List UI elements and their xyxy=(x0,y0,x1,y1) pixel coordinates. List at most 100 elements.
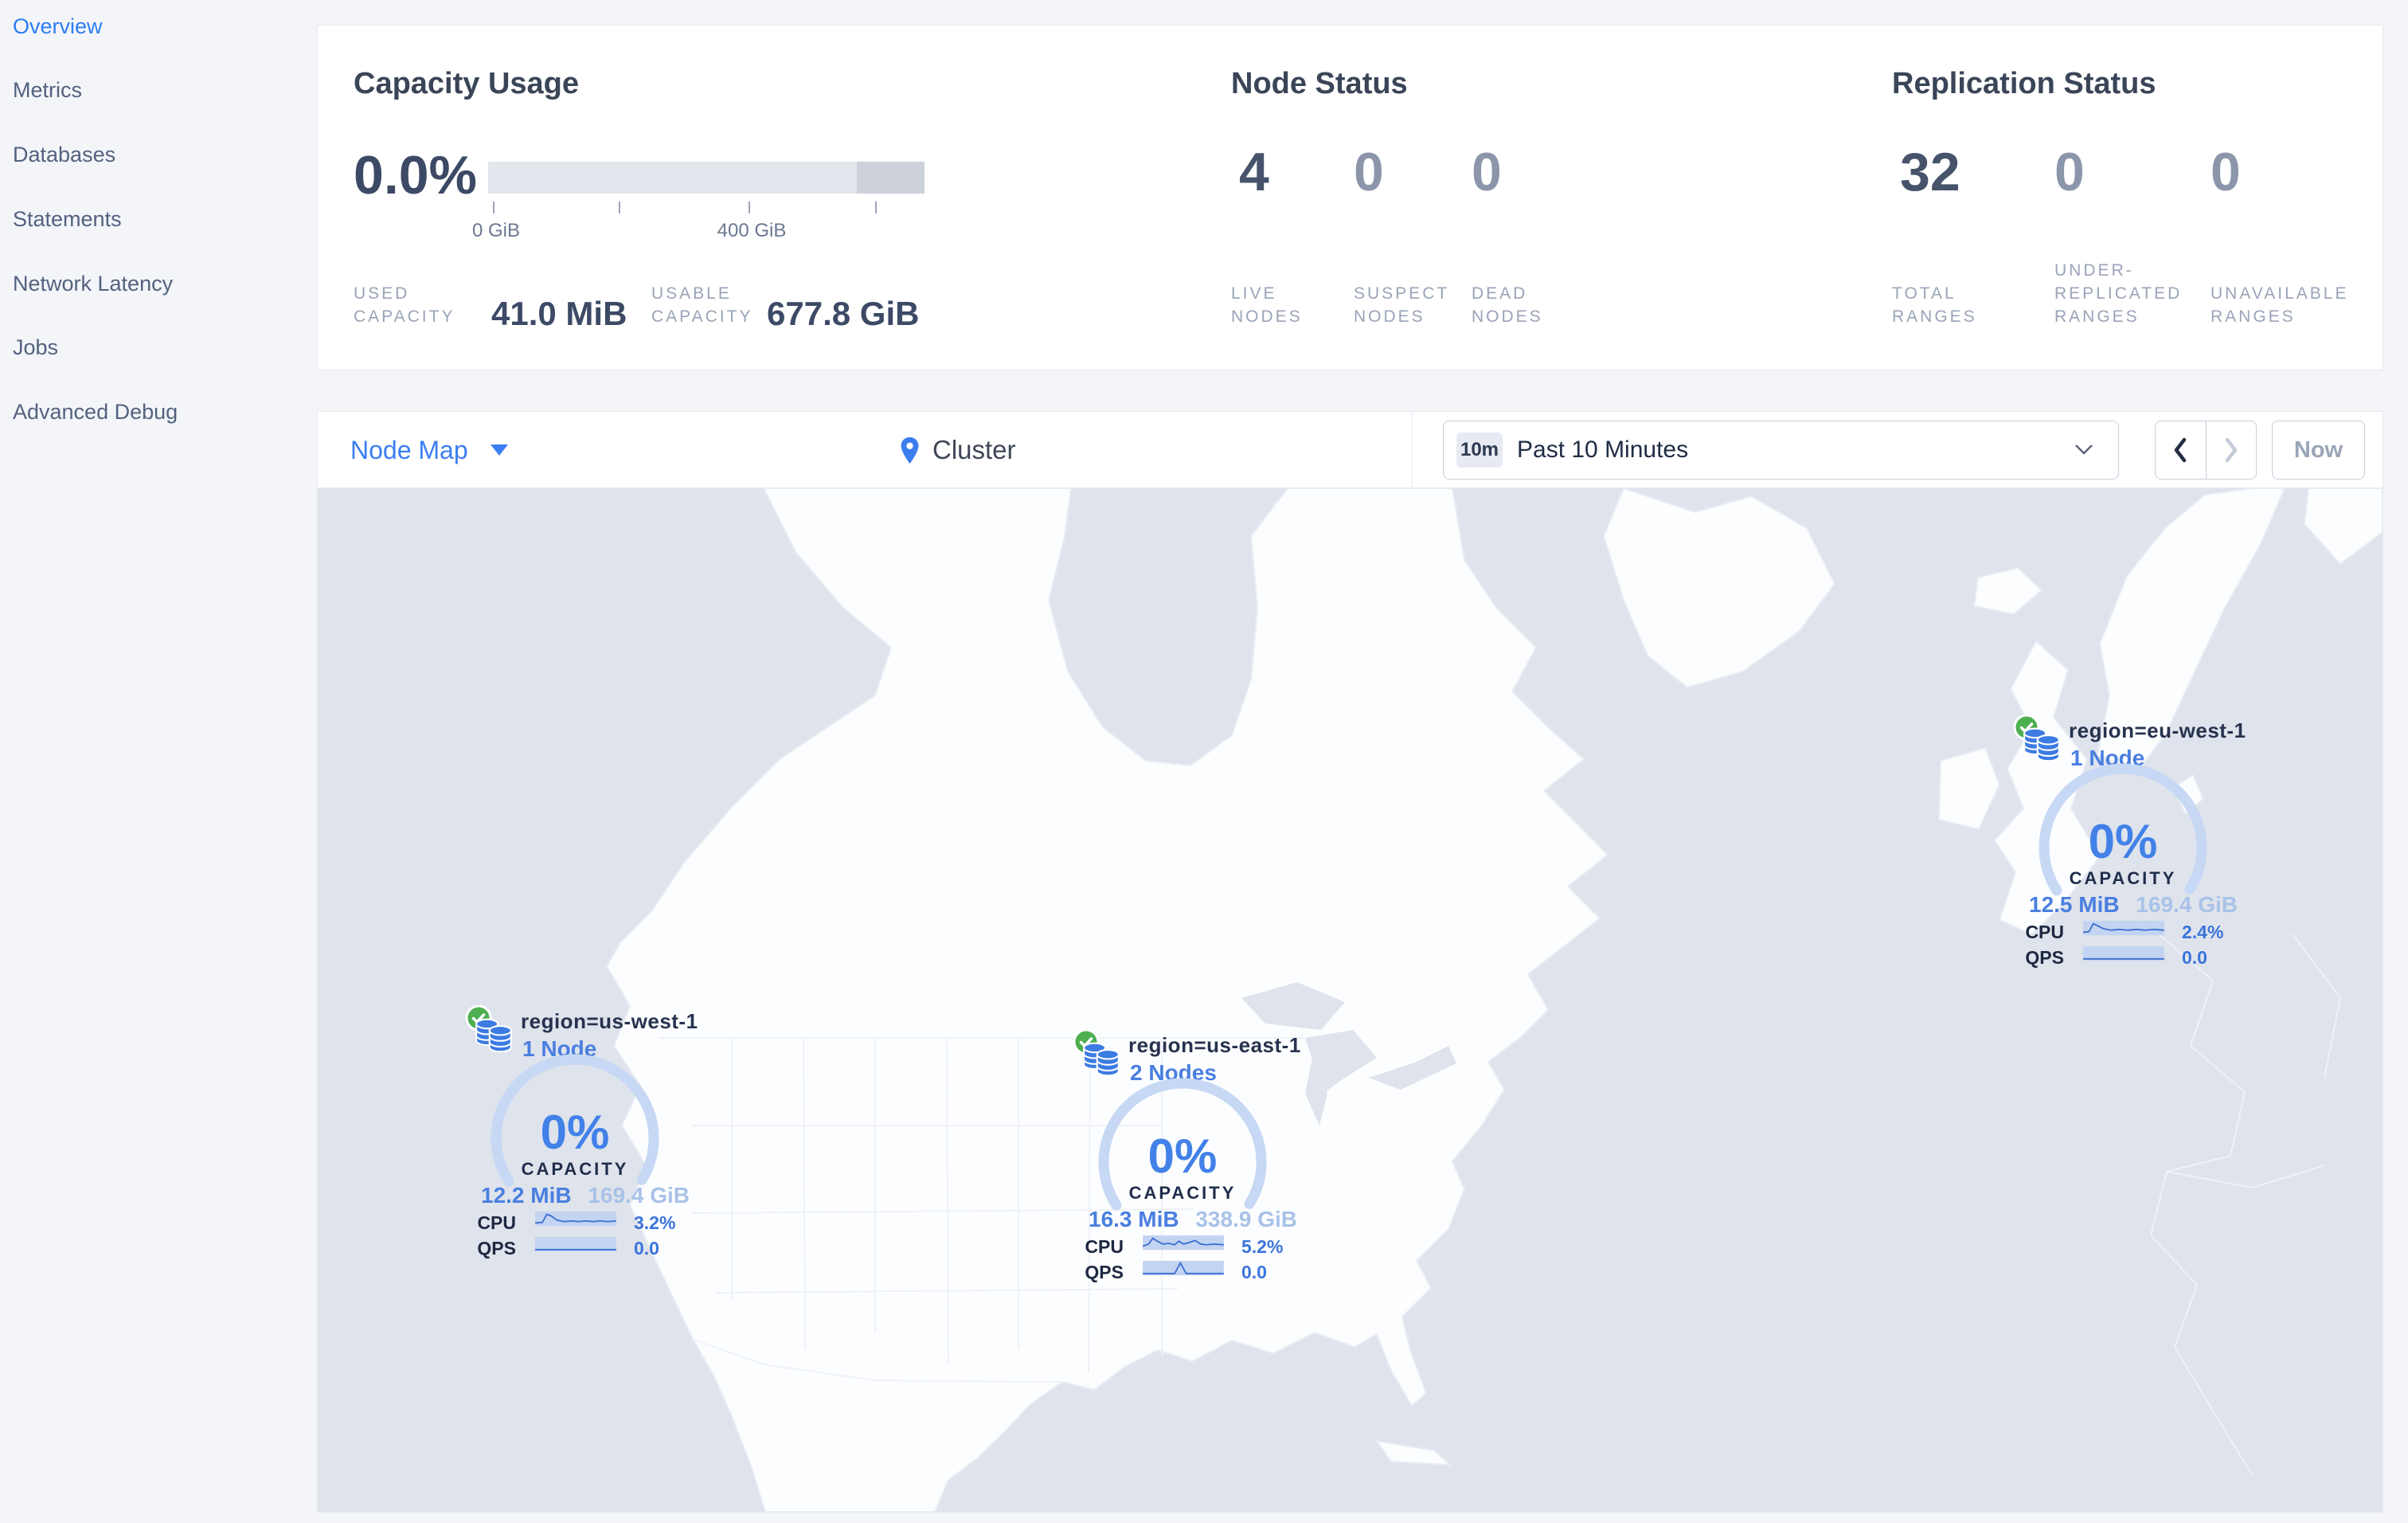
map-toolbar: Node Map Cluster 10m Past 10 Minutes xyxy=(318,412,2383,488)
sidebar-item-jobs[interactable]: Jobs xyxy=(13,335,59,359)
region-marker-eu-west-1: region=eu-west-1 1 Node 0% CAPACITY 12.5… xyxy=(2013,712,2246,980)
usable-capacity-value: 677.8 GiB xyxy=(767,295,920,332)
qps-value: 0.0 xyxy=(634,1238,659,1259)
total-ranges-count: 32 xyxy=(1900,142,1960,202)
database-stack-icon xyxy=(1083,1042,1120,1077)
cpu-sparkline xyxy=(2082,920,2164,936)
region-name: region=us-west-1 xyxy=(521,1009,698,1033)
used-value: 12.2 MiB xyxy=(481,1183,572,1208)
chevron-left-icon xyxy=(2175,437,2187,463)
cpu-label: CPU xyxy=(2025,922,2064,942)
usable-value: 169.4 GiB xyxy=(588,1183,690,1208)
qps-value: 0.0 xyxy=(1241,1262,1267,1282)
capacity-gauge xyxy=(1098,1078,1267,1247)
cluster-summary-panel: Capacity Usage 0.0% 0 GiB 400 GiB USED C… xyxy=(317,25,2383,370)
capacity-percent: 0% xyxy=(1147,1130,1218,1183)
region-marker-us-west-1: region=us-west-1 1 Node 0% CAPACITY 12.2… xyxy=(465,1003,698,1270)
sidebar-item-network-latency[interactable]: Network Latency xyxy=(13,272,174,296)
dead-nodes-label: DEAD NODES xyxy=(1472,284,1543,326)
time-back-button[interactable] xyxy=(2156,421,2206,479)
database-stack-icon xyxy=(475,1018,512,1053)
dead-nodes-count: 0 xyxy=(1472,142,1502,202)
time-range-select[interactable]: 10m Past 10 Minutes xyxy=(1443,421,2119,480)
cpu-label: CPU xyxy=(1085,1236,1124,1257)
under-replicated-ranges-count: 0 xyxy=(2054,142,2085,202)
used-value: 16.3 MiB xyxy=(1089,1207,1179,1231)
usable-value: 338.9 GiB xyxy=(1195,1207,1297,1231)
cpu-value: 3.2% xyxy=(634,1212,676,1233)
capacity-used-percent: 0.0% xyxy=(354,145,477,206)
capacity-gauge xyxy=(491,1054,659,1223)
sidebar-item-metrics[interactable]: Metrics xyxy=(13,78,82,102)
qps-sparkline xyxy=(2083,946,2164,961)
map-pin-icon xyxy=(901,437,919,464)
capacity-tick xyxy=(749,202,750,213)
capacity-percent: 0% xyxy=(2088,815,2158,868)
live-nodes-count: 4 xyxy=(1239,142,1269,202)
capacity-tick xyxy=(875,202,877,213)
suspect-nodes-label: SUSPECT NODES xyxy=(1354,284,1449,326)
node-map-panel: Node Map Cluster 10m Past 10 Minutes xyxy=(317,411,2383,1513)
total-ranges-label: TOTAL RANGES xyxy=(1892,284,1977,326)
cpu-value: 2.4% xyxy=(2182,922,2224,942)
toolbar-divider xyxy=(1412,412,1413,488)
usable-value: 169.4 GiB xyxy=(2136,892,2238,917)
live-nodes-label: LIVE NODES xyxy=(1231,284,1303,326)
time-range-badge: 10m xyxy=(1456,433,1503,468)
qps-value: 0.0 xyxy=(2182,947,2207,968)
used-capacity-value: 41.0 MiB xyxy=(491,295,627,332)
caret-down-icon xyxy=(490,444,508,456)
cpu-sparkline xyxy=(535,1211,616,1227)
under-replicated-ranges-label: UNDER-REPLICATED RANGES xyxy=(2054,261,2183,326)
view-mode-label: Node Map xyxy=(350,435,468,464)
breadcrumb-cluster-label: Cluster xyxy=(932,435,1016,464)
chevron-down-icon xyxy=(2075,444,2093,455)
sidebar: Overview Metrics Databases Statements Ne… xyxy=(0,0,317,1523)
cpu-value: 5.2% xyxy=(1241,1236,1284,1257)
replication-status-title: Replication Status xyxy=(1892,67,2156,100)
region-marker-us-east-1: region=us-east-1 2 Nodes 0% CAPACITY 16.… xyxy=(1073,1027,1304,1294)
view-mode-dropdown[interactable]: Node Map xyxy=(350,412,508,488)
world-map-graphic xyxy=(318,488,2383,1512)
capacity-gauge xyxy=(2039,763,2207,932)
capacity-usage-title: Capacity Usage xyxy=(354,67,580,100)
sidebar-item-statements[interactable]: Statements xyxy=(13,207,122,231)
capacity-percent: 0% xyxy=(540,1106,610,1159)
time-range-value: Past 10 Minutes xyxy=(1517,437,1689,463)
qps-label: QPS xyxy=(2025,947,2064,968)
usable-capacity-label: USABLE CAPACITY xyxy=(651,284,753,326)
now-button[interactable]: Now xyxy=(2272,421,2365,480)
sidebar-item-overview[interactable]: Overview xyxy=(13,14,103,38)
suspect-nodes-count: 0 xyxy=(1354,142,1384,202)
sidebar-item-databases[interactable]: Databases xyxy=(13,143,116,166)
node-map: region=us-west-1 1 Node 0% CAPACITY 12.2… xyxy=(318,488,2383,1512)
capacity-bar-reserved-segment xyxy=(857,162,924,194)
qps-sparkline xyxy=(1143,1260,1224,1276)
chevron-right-icon xyxy=(2225,437,2237,463)
capacity-tick-label-0: 0 GiB xyxy=(471,220,521,241)
qps-label: QPS xyxy=(1085,1262,1124,1282)
time-forward-button[interactable] xyxy=(2205,421,2257,479)
used-capacity-label: USED CAPACITY xyxy=(354,284,455,326)
capacity-tick-label-400: 400 GiB xyxy=(717,220,787,241)
capacity-label: CAPACITY xyxy=(521,1159,629,1179)
unavailable-ranges-count: 0 xyxy=(2211,142,2241,202)
node-status-title: Node Status xyxy=(1231,67,1408,100)
cpu-label: CPU xyxy=(477,1212,516,1233)
sidebar-item-advanced-debug[interactable]: Advanced Debug xyxy=(13,400,178,424)
capacity-tick xyxy=(493,202,494,213)
database-stack-icon xyxy=(2023,727,2060,762)
capacity-bar xyxy=(488,162,924,194)
region-name: region=us-east-1 xyxy=(1128,1033,1301,1057)
qps-sparkline xyxy=(535,1236,616,1252)
unavailable-ranges-label: UNAVAILABLE RANGES xyxy=(2211,284,2349,326)
breadcrumb: Cluster xyxy=(900,412,1016,488)
capacity-label: CAPACITY xyxy=(2069,868,2177,888)
qps-label: QPS xyxy=(477,1238,516,1259)
cpu-sparkline xyxy=(1142,1235,1224,1251)
capacity-tick xyxy=(619,202,620,213)
time-window-pager xyxy=(2155,421,2257,480)
capacity-label: CAPACITY xyxy=(1128,1183,1237,1203)
used-value: 12.5 MiB xyxy=(2029,892,2120,917)
region-name: region=eu-west-1 xyxy=(2069,718,2246,742)
